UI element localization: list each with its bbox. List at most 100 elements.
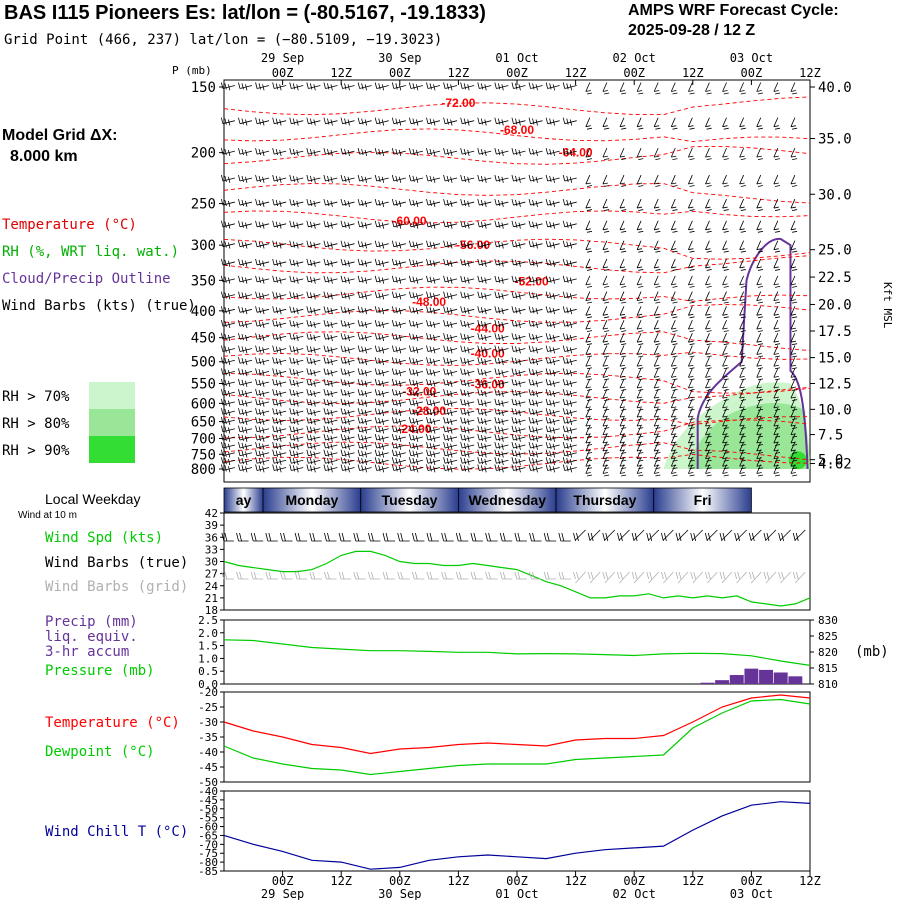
wind-barb xyxy=(357,258,372,267)
wind-barb xyxy=(722,333,729,346)
wind-barb xyxy=(340,258,355,267)
surface-wind-barb-true xyxy=(675,529,689,542)
wind-barb xyxy=(528,275,543,284)
wind-barb xyxy=(705,464,712,477)
wind-barb xyxy=(374,148,389,157)
wind-barb xyxy=(705,398,712,411)
wind-barb xyxy=(477,240,492,249)
bottom-time-tick-label: 00Z xyxy=(623,874,645,888)
wind-barb xyxy=(562,368,577,377)
wind-barb xyxy=(619,357,627,370)
wind-barb xyxy=(289,306,304,315)
wind-chill-panel-y-tick-label: -45 xyxy=(198,794,218,807)
wind-barb xyxy=(653,275,661,288)
wind-barb xyxy=(739,333,746,346)
wind-barb xyxy=(409,275,423,284)
wind-barb xyxy=(477,389,492,398)
wind-barb xyxy=(739,291,746,304)
wind-barb xyxy=(477,320,492,329)
wind-barb xyxy=(545,357,560,366)
wind-barb xyxy=(636,198,644,211)
wind-barb xyxy=(477,306,492,315)
wind-chill-panel-y-tick-label: -70 xyxy=(198,838,218,851)
precip-bar xyxy=(744,668,759,684)
wind-barb xyxy=(545,378,560,387)
wind-barb xyxy=(238,291,253,300)
surface-wind-barb-grid xyxy=(411,571,425,580)
wind-barbs-grid-label: Wind Barbs (grid) xyxy=(45,579,188,595)
wind-barb xyxy=(340,398,355,407)
wind-barb xyxy=(409,368,423,377)
wind-barb xyxy=(323,345,338,354)
wind-barb xyxy=(545,148,560,157)
wind-barb xyxy=(306,441,321,450)
precip-label-2: liq. equiv. xyxy=(45,629,138,645)
wind-barb xyxy=(357,417,372,426)
wind-barb xyxy=(687,220,695,233)
wind-barb xyxy=(357,174,372,183)
wind-barb xyxy=(426,174,441,183)
wind-barb xyxy=(426,240,441,249)
surface-wind-barb-grid xyxy=(617,571,630,584)
wind-barb xyxy=(739,408,746,421)
wind-barb xyxy=(306,408,321,417)
wind-barb xyxy=(687,240,695,253)
wind-barb xyxy=(477,275,492,284)
wind-barb xyxy=(357,148,372,157)
pressure-tick-label: 150 xyxy=(191,80,216,96)
wind-barb xyxy=(374,398,389,407)
wind-barb xyxy=(756,174,764,187)
wind-barb xyxy=(705,291,712,304)
wind-barb xyxy=(790,291,798,304)
wind-barb xyxy=(636,117,644,130)
pressure-tick-label: 500 xyxy=(191,355,216,371)
wind-barb xyxy=(443,457,458,466)
wind-barb xyxy=(357,433,372,442)
wind-barb xyxy=(391,457,406,466)
wind-barb xyxy=(511,357,526,366)
wind-barb xyxy=(739,258,746,271)
wind-barb xyxy=(391,425,406,434)
wind-barb xyxy=(220,357,235,366)
wind-barb xyxy=(272,345,287,354)
surface-wind-barb-true xyxy=(792,529,806,542)
wind-barb xyxy=(722,147,729,161)
surface-wind-barb-grid xyxy=(221,571,234,580)
wind-barb xyxy=(602,408,610,421)
pressure-tick-label: 600 xyxy=(191,396,216,412)
wind-barb xyxy=(272,275,287,284)
wind-barb xyxy=(756,117,764,130)
wind-barb xyxy=(391,306,406,315)
wind-barb xyxy=(289,320,304,329)
wind-barb xyxy=(619,220,627,233)
wind-barb xyxy=(391,148,406,157)
wind-barb xyxy=(494,275,509,284)
wind-barb xyxy=(739,147,746,161)
wind-barb xyxy=(238,417,253,426)
wind-barb xyxy=(636,147,644,161)
wind-barb xyxy=(585,425,593,438)
wind-barb xyxy=(477,333,492,342)
wind-barb xyxy=(220,306,235,315)
surface-wind-barb-true xyxy=(778,529,791,542)
wind-barb xyxy=(636,333,644,346)
wind-barb xyxy=(705,416,712,430)
surface-wind-barb-grid xyxy=(778,571,791,584)
wind-barb xyxy=(739,174,746,187)
wind-barb xyxy=(477,258,492,267)
wind-barb xyxy=(255,378,270,387)
wind-barb xyxy=(426,320,441,329)
wind-barb xyxy=(705,240,712,253)
wind-barb xyxy=(585,345,593,358)
wind-barb xyxy=(391,291,406,300)
surface-wind-barb-true xyxy=(411,532,425,542)
wind-barb xyxy=(670,174,678,187)
wind-barb xyxy=(272,417,287,426)
wind-speed-label: Wind Spd (kts) xyxy=(45,530,163,546)
wind-barb xyxy=(306,320,321,329)
wind-barb xyxy=(562,433,577,442)
wind-barb xyxy=(602,258,610,271)
wind-barb xyxy=(255,357,270,366)
wind-barb xyxy=(272,425,287,434)
wind-barb xyxy=(272,148,287,157)
